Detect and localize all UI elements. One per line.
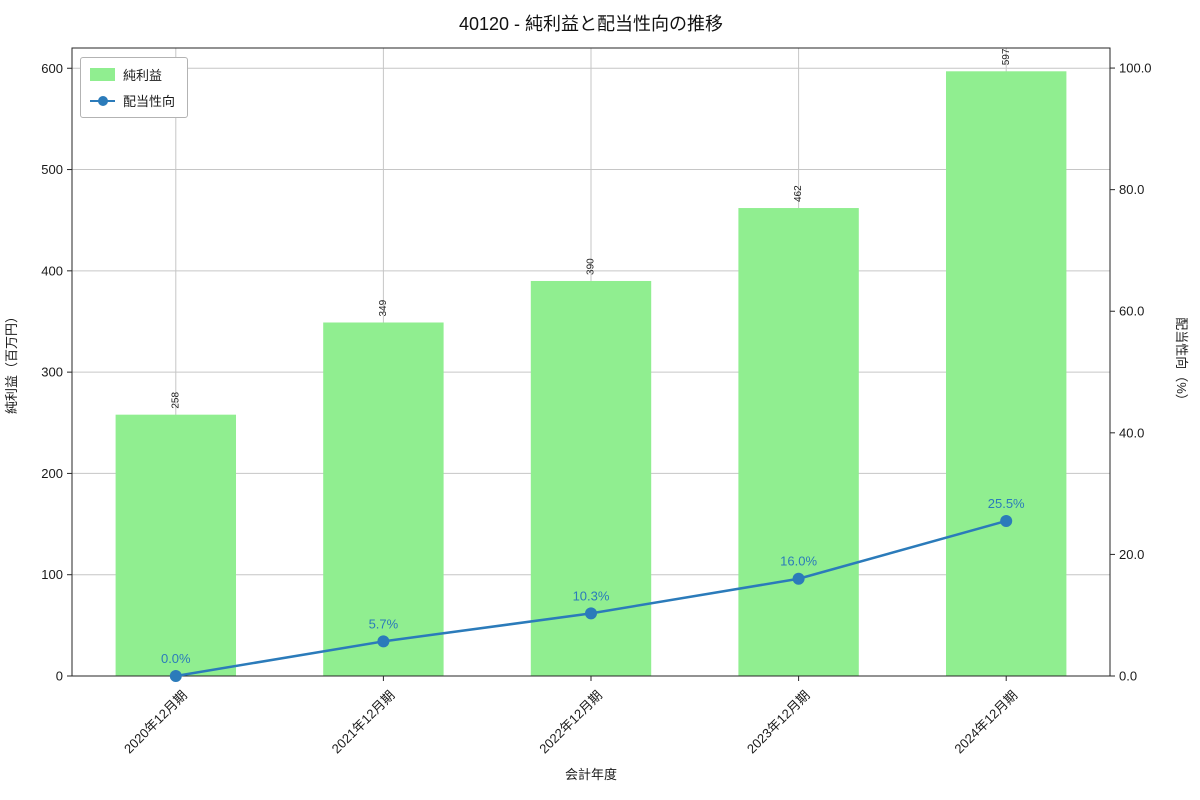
payout-ratio-value-label: 25.5% [988, 496, 1025, 511]
x-tick-label: 2023年12月期 [744, 688, 813, 757]
y-axis-left-title: 純利益（百万円） [4, 310, 19, 414]
y-axis-right-title: 配当性向（%） [1174, 317, 1189, 407]
payout-ratio-value-label: 10.3% [573, 588, 610, 603]
legend-item-net-profit: 純利益 [90, 65, 175, 84]
legend-item-payout-ratio: 配当性向 [90, 91, 175, 110]
bar-value-label: 462 [793, 185, 804, 202]
bar-net-profit [323, 322, 444, 676]
y-right-tick-label: 60.0 [1119, 304, 1144, 319]
bar-value-label: 390 [586, 258, 597, 275]
payout-ratio-point [792, 572, 805, 585]
payout-ratio-value-label: 5.7% [369, 616, 399, 631]
bar-net-profit [738, 208, 859, 677]
y-left-tick-label: 400 [41, 263, 63, 278]
payout-ratio-value-label: 0.0% [161, 651, 191, 666]
payout-ratio-point [377, 635, 390, 648]
legend-line-marker-icon [90, 94, 115, 107]
x-tick-label: 2021年12月期 [329, 688, 398, 757]
payout-ratio-point [1000, 514, 1013, 527]
y-left-tick-label: 300 [41, 365, 63, 380]
payout-ratio-point [585, 607, 597, 620]
payout-ratio-value-label: 16.0% [780, 554, 817, 569]
legend-bar-swatch-icon [90, 68, 115, 81]
bar-value-label: 258 [170, 392, 181, 409]
y-right-tick-label: 0.0 [1119, 669, 1137, 684]
y-right-tick-label: 40.0 [1119, 425, 1144, 440]
x-axis-title: 会計年度 [565, 767, 617, 782]
legend-label-net-profit: 純利益 [123, 68, 163, 83]
y-left-tick-label: 200 [41, 466, 63, 481]
bar-value-label: 349 [378, 299, 389, 316]
y-right-tick-label: 20.0 [1119, 547, 1144, 562]
y-left-tick-label: 600 [41, 61, 63, 76]
y-right-tick-label: 80.0 [1119, 182, 1144, 197]
x-tick-label: 2022年12月期 [536, 688, 605, 757]
bar-value-label: 597 [1001, 48, 1012, 65]
payout-ratio-point [169, 670, 182, 682]
chart-title: 40120 - 純利益と配当性向の推移 [459, 14, 723, 34]
legend-label-payout-ratio: 配当性向 [123, 94, 176, 109]
bar-net-profit [945, 71, 1067, 677]
y-left-tick-label: 100 [41, 567, 63, 582]
y-right-tick-label: 100.0 [1119, 61, 1152, 76]
y-left-tick-label: 0 [56, 669, 63, 684]
legend: 純利益 配当性向 [80, 57, 189, 118]
x-tick-label: 2024年12月期 [951, 688, 1020, 757]
y-left-tick-label: 500 [41, 162, 63, 177]
bar-net-profit [115, 414, 237, 676]
x-tick-label: 2020年12月期 [121, 688, 190, 757]
